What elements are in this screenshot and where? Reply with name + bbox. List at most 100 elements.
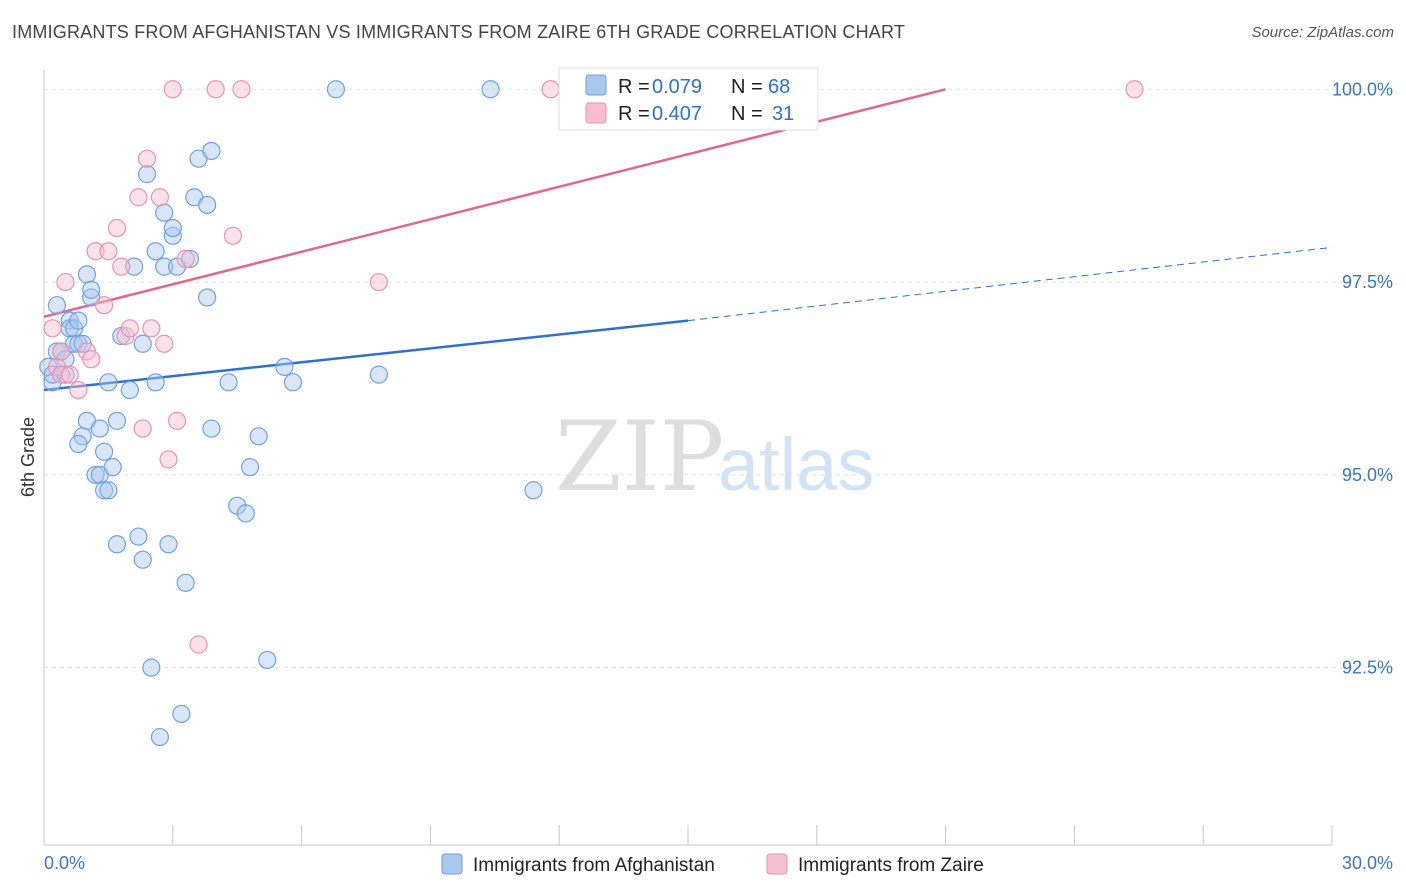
legend-n-value-2: 31 <box>772 103 794 125</box>
afghanistan-point <box>481 80 500 99</box>
afghanistan-point <box>150 727 170 747</box>
zaire-point <box>129 188 148 207</box>
zaire-point <box>120 319 139 338</box>
trend-line-afghanistan-extension <box>687 246 1333 322</box>
zaire-point <box>112 257 131 276</box>
zaire-point <box>159 450 178 469</box>
afghanistan-point <box>125 257 144 276</box>
afghanistan-point <box>236 504 255 523</box>
legend-n-value-1: 68 <box>768 76 790 98</box>
afghanistan-point <box>107 535 127 554</box>
afghanistan-point <box>133 550 152 569</box>
afghanistan-point <box>155 257 174 276</box>
zaire-point <box>176 249 195 269</box>
afghanistan-point <box>99 373 118 392</box>
afghanistan-point <box>163 218 182 238</box>
zaire-point <box>69 380 88 400</box>
y-axis-label: 6th Grade <box>18 417 38 497</box>
afghanistan-point <box>95 442 114 461</box>
afghanistan-point <box>137 165 157 184</box>
legend-n-label-2: N = <box>731 103 763 125</box>
afghanistan-point <box>107 411 127 430</box>
zaire-point <box>163 80 182 99</box>
afghanistan-point <box>155 203 174 222</box>
watermark-zip: ZIP <box>555 401 724 513</box>
afghanistan-point <box>69 311 88 330</box>
afghanistan-point <box>103 458 122 477</box>
legend-n-label-1: N = <box>731 76 763 98</box>
afghanistan-point <box>202 419 221 438</box>
series-zaire-points <box>43 80 1144 654</box>
y-tick-label: 92.5% <box>1342 658 1393 678</box>
afghanistan-point <box>90 419 109 438</box>
zaire-point <box>107 218 127 238</box>
legend-r-value-2: 0.407 <box>652 103 702 125</box>
bottom-legend-swatch-zaire <box>766 853 788 875</box>
x-axis-ticks <box>43 825 1333 845</box>
legend-r-label-1: R = <box>618 76 650 98</box>
zaire-point <box>150 188 170 207</box>
afghanistan-point <box>82 280 101 299</box>
afghanistan-point <box>47 296 66 315</box>
bottom-legend-swatch-afghanistan <box>441 853 463 875</box>
zaire-point <box>133 419 152 438</box>
y-tick-label: 97.5% <box>1342 272 1393 292</box>
afghanistan-point <box>202 141 221 161</box>
y-axis-tick-labels: 100.0% 97.5% 95.0% 92.5% <box>1332 79 1393 677</box>
zaire-point <box>206 80 225 99</box>
grid-lines <box>44 88 1392 669</box>
zaire-point <box>95 296 114 315</box>
afghanistan-point <box>219 373 238 392</box>
trend-line-afghanistan <box>43 319 689 392</box>
afghanistan-point <box>120 380 139 400</box>
afghanistan-point <box>180 249 200 269</box>
correlation-legend: R = 0.079 N = 68 R = 0.407 N = 31 <box>558 67 819 131</box>
zaire-point <box>167 411 187 430</box>
afghanistan-point <box>99 481 118 500</box>
zaire-point <box>82 350 101 369</box>
zaire-point <box>232 80 251 99</box>
zaire-point <box>1125 80 1144 99</box>
afghanistan-point <box>172 704 191 724</box>
afghanistan-point <box>146 242 165 261</box>
afghanistan-point <box>176 573 195 592</box>
afghanistan-point <box>142 658 161 677</box>
legend-r-value-1: 0.079 <box>652 76 702 98</box>
legend-r-label-2: R = <box>618 103 650 125</box>
afghanistan-point <box>95 481 114 500</box>
legend-swatch-zaire <box>585 102 607 124</box>
zaire-point <box>52 342 71 361</box>
source-credit: Source: ZipAtlas.com <box>1251 24 1394 41</box>
afghanistan-point <box>198 195 217 215</box>
zaire-point <box>369 272 388 292</box>
watermark-atlas: atlas <box>718 423 874 506</box>
afghanistan-point <box>369 365 388 384</box>
chart-title: IMMIGRANTS FROM AFGHANISTAN VS IMMIGRANT… <box>12 22 906 42</box>
bottom-legend-afghanistan: Immigrants from Afghanistan <box>473 855 715 876</box>
series-afghanistan-points <box>39 80 543 747</box>
y-tick-label: 100.0% <box>1332 79 1393 99</box>
afghanistan-point <box>240 458 260 477</box>
afghanistan-point <box>146 373 165 392</box>
afghanistan-point <box>524 481 543 500</box>
x-tick-label-max: 30.0% <box>1342 853 1393 873</box>
afghanistan-point <box>69 434 88 454</box>
series-legend: Immigrants from Afghanistan Immigrants f… <box>441 853 984 876</box>
afghanistan-point <box>86 465 105 484</box>
afghanistan-point <box>133 334 152 353</box>
afghanistan-point <box>198 288 217 307</box>
afghanistan-point <box>159 535 178 554</box>
zaire-point <box>60 365 79 384</box>
zaire-point <box>99 242 118 261</box>
zaire-point <box>155 334 174 353</box>
afghanistan-point <box>249 427 268 446</box>
zaire-point <box>137 149 157 168</box>
afghanistan-point <box>283 373 303 392</box>
afghanistan-point <box>258 650 277 670</box>
afghanistan-point <box>163 226 182 245</box>
zaire-point <box>43 319 62 338</box>
afghanistan-point <box>77 265 97 284</box>
zaire-point <box>142 319 161 338</box>
afghanistan-point <box>275 357 294 376</box>
